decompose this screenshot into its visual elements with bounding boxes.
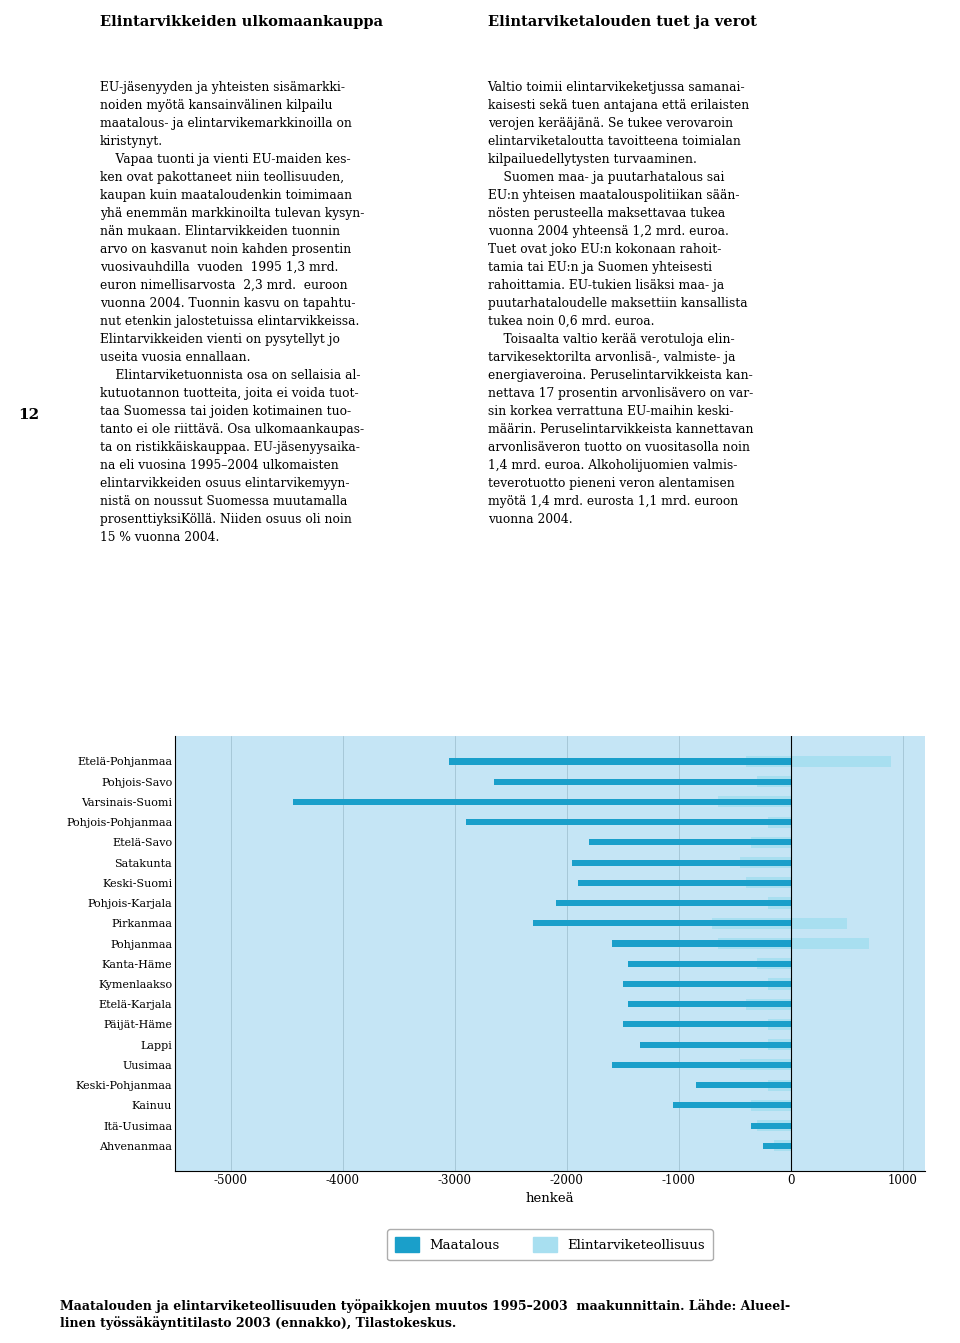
X-axis label: henkeä: henkeä bbox=[526, 1193, 574, 1206]
Bar bbox=[572, 860, 791, 866]
Bar bbox=[623, 980, 791, 987]
Bar bbox=[639, 1042, 791, 1048]
Bar bbox=[768, 1039, 791, 1050]
Bar bbox=[774, 1140, 791, 1151]
Text: Maatalouden ja elintarviketeollisuuden työpaikkojen muutos 1995–2003  maakunnitt: Maatalouden ja elintarviketeollisuuden t… bbox=[60, 1300, 790, 1313]
Bar bbox=[791, 937, 869, 950]
Text: linen työssäkäyntitilasto 2003 (ennakko), Tilastokeskus.: linen työssäkäyntitilasto 2003 (ennakko)… bbox=[60, 1316, 456, 1330]
Bar bbox=[740, 1060, 791, 1070]
Text: Elintarvikkeiden ulkomaankauppa: Elintarvikkeiden ulkomaankauppa bbox=[100, 15, 383, 30]
Bar bbox=[589, 839, 791, 846]
Text: EU-jäsenyyden ja yhteisten sisämarkki-
noiden myötä kansainvälinen kilpailu
maat: EU-jäsenyyden ja yhteisten sisämarkki- n… bbox=[100, 81, 365, 544]
Bar bbox=[556, 900, 791, 907]
Bar bbox=[746, 999, 791, 1010]
Bar bbox=[791, 917, 847, 929]
Bar bbox=[752, 1100, 791, 1111]
Bar bbox=[768, 1019, 791, 1030]
Bar bbox=[757, 958, 791, 970]
Bar bbox=[612, 1062, 791, 1068]
Bar bbox=[696, 1082, 791, 1088]
Bar bbox=[746, 877, 791, 888]
Bar bbox=[533, 920, 791, 927]
Bar bbox=[466, 819, 791, 825]
Text: Elintarviketalouden tuet ja verot: Elintarviketalouden tuet ja verot bbox=[488, 15, 756, 30]
Bar bbox=[293, 799, 791, 804]
Bar bbox=[791, 756, 892, 767]
Text: Valtio toimii elintarvikeketjussa samanai-
kaisesti sekä tuen antajana että eril: Valtio toimii elintarvikeketjussa samana… bbox=[488, 81, 753, 525]
Bar bbox=[752, 1123, 791, 1128]
Bar bbox=[768, 1080, 791, 1091]
Bar bbox=[612, 940, 791, 947]
Bar bbox=[623, 1022, 791, 1027]
Bar bbox=[768, 979, 791, 990]
Bar bbox=[768, 897, 791, 909]
Bar bbox=[629, 960, 791, 967]
Bar bbox=[768, 817, 791, 827]
Bar bbox=[718, 796, 791, 807]
Bar bbox=[740, 857, 791, 868]
Bar bbox=[718, 937, 791, 950]
Bar bbox=[757, 1120, 791, 1131]
Bar bbox=[712, 917, 791, 929]
Legend: Maatalous, Elintarviketeollisuus: Maatalous, Elintarviketeollisuus bbox=[387, 1229, 712, 1260]
Bar bbox=[762, 1143, 791, 1148]
Text: 12: 12 bbox=[18, 408, 39, 422]
Bar bbox=[629, 1001, 791, 1007]
Bar bbox=[746, 756, 791, 767]
Bar bbox=[752, 837, 791, 847]
Bar bbox=[494, 779, 791, 784]
Bar bbox=[757, 776, 791, 787]
Bar bbox=[673, 1103, 791, 1108]
Bar bbox=[578, 880, 791, 886]
Bar bbox=[449, 759, 791, 764]
